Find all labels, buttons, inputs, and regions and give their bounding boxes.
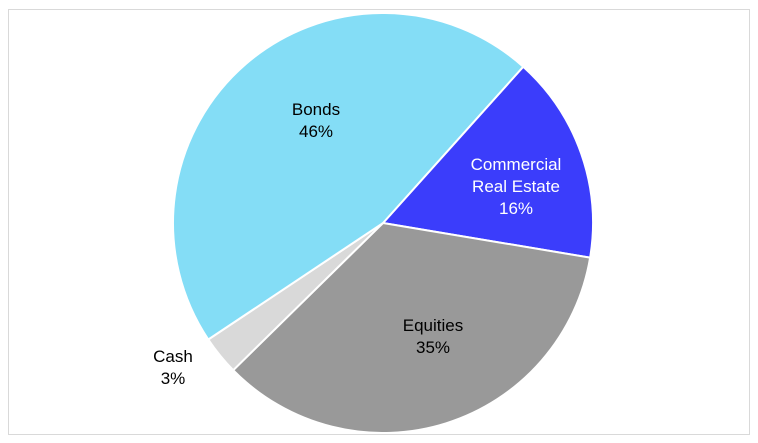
value-label: 35% <box>415 338 451 357</box>
pie-slice <box>172 12 525 341</box>
pie-slice <box>231 221 592 434</box>
value-label: 3% <box>160 369 186 388</box>
category-label: Commercial Real Estate <box>470 155 562 196</box>
value-label: 46% <box>298 122 334 141</box>
chart-frame <box>8 9 750 435</box>
slice-label: Cash 3% <box>133 346 213 390</box>
value-label: 16% <box>498 199 534 218</box>
category-label: Cash <box>153 347 193 366</box>
slice-label: Equities 35% <box>373 315 493 359</box>
slice-label: Commercial Real Estate 16% <box>461 154 571 220</box>
slice-label: Bonds 46% <box>266 99 366 143</box>
pie-slice <box>381 65 594 259</box>
category-label: Equities <box>402 316 464 335</box>
category-label: Bonds <box>291 100 341 119</box>
